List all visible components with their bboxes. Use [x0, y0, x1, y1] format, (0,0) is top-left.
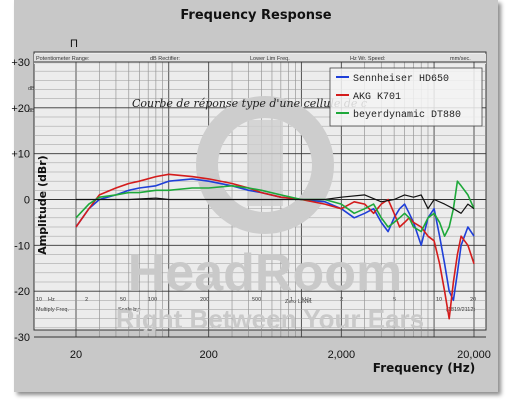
y-tick-label: -20 — [14, 286, 30, 298]
paper-labels: Potentiometer Range: dB Rectifier: Lower… — [28, 38, 475, 313]
legend-box — [329, 67, 483, 127]
paper-freq-label: kHz — [302, 297, 312, 303]
paper-label-lowlim: Lower Lim Freq. — [250, 56, 290, 62]
x-axis-label: Frequency (Hz) — [373, 361, 475, 375]
y-tick-label: 0 — [24, 195, 30, 207]
watermark-title: HeadRoom — [128, 244, 402, 302]
paper-freq-label: 10 — [436, 297, 442, 303]
legend-label-k701: AKG K701 — [353, 92, 401, 103]
paper-freq-label: 200 — [200, 297, 209, 303]
paper-label-rectifier: dB Rectifier: — [150, 56, 180, 62]
paper-label-speed: Hz Wr. Speed: — [350, 56, 386, 62]
y-axis-label: Amplitude (dBr) — [36, 155, 49, 254]
paper-label-scale: Scale by: — [118, 307, 141, 313]
paper-freq-label: 500 — [252, 297, 261, 303]
y-tick-label: +20 — [11, 103, 30, 115]
paper-freq-label: 100 — [148, 297, 157, 303]
y-tick-label: +10 — [11, 149, 30, 161]
x-tick-label: 20 — [70, 349, 82, 361]
paper-left-scale-b: dB — [28, 108, 35, 114]
series-line-akg-k701 — [75, 173, 475, 320]
watermark-logo-ring — [196, 96, 334, 234]
paper-header-strip — [34, 54, 486, 64]
paper-freq-label: 5 — [393, 297, 396, 303]
paper-freq-label: 50 — [120, 297, 126, 303]
series-layer — [75, 173, 475, 320]
watermark-tagline: Right Between Your Ears — [116, 304, 424, 334]
paper-stray-mark: Π — [70, 38, 78, 50]
chart-title: Frequency Response — [180, 8, 332, 23]
paper-freq-label: Hz — [48, 297, 55, 303]
paper-label-zero: Zero Level: — [285, 299, 313, 305]
paper-left-scale-a: dB — [28, 86, 35, 92]
paper-freq-label: 1 — [290, 297, 293, 303]
legend-label-dt880: beyerdynamic DT880 — [353, 109, 461, 121]
legend-label-hd650: Sennheiser HD650 — [353, 73, 449, 85]
y-axis-ticks: +30 +20 +10 0 -10 -20 -30 — [11, 57, 30, 344]
series-line-sennheiser-hd650 — [75, 178, 475, 302]
handwritten-note: Courbe de réponse type d'une cellule de … — [132, 97, 367, 110]
x-axis-ticks: 20 200 2,000 20,000 — [70, 349, 491, 361]
paper-freq-label: 20 — [470, 297, 476, 303]
y-tick-label: -10 — [14, 240, 30, 252]
watermark: HeadRoom Right Between Your Ears — [116, 96, 424, 334]
paper-freq-label: 10 — [36, 297, 42, 303]
paper-label-range: Potentiometer Range: — [36, 56, 90, 62]
paper-label-multiply: Multiply Freq. — [36, 307, 69, 313]
series-line-beyerdynamic-dt880 — [75, 180, 475, 237]
paper-label-code: (1819/2112) — [446, 307, 475, 313]
x-tick-label: 200 — [199, 349, 217, 361]
paper-label-mm: mm/sec. — [450, 56, 471, 62]
y-tick-label: -30 — [14, 332, 30, 344]
x-tick-label: 20,000 — [457, 349, 491, 361]
x-tick-label: 2,000 — [328, 349, 356, 361]
y-tick-label: +30 — [11, 57, 30, 69]
series-line-unnamed — [76, 194, 475, 214]
paper-freq-label: 2 — [85, 297, 88, 303]
legend: Sennheiser HD650 AKG K701 beyerdynamic D… — [329, 67, 483, 127]
